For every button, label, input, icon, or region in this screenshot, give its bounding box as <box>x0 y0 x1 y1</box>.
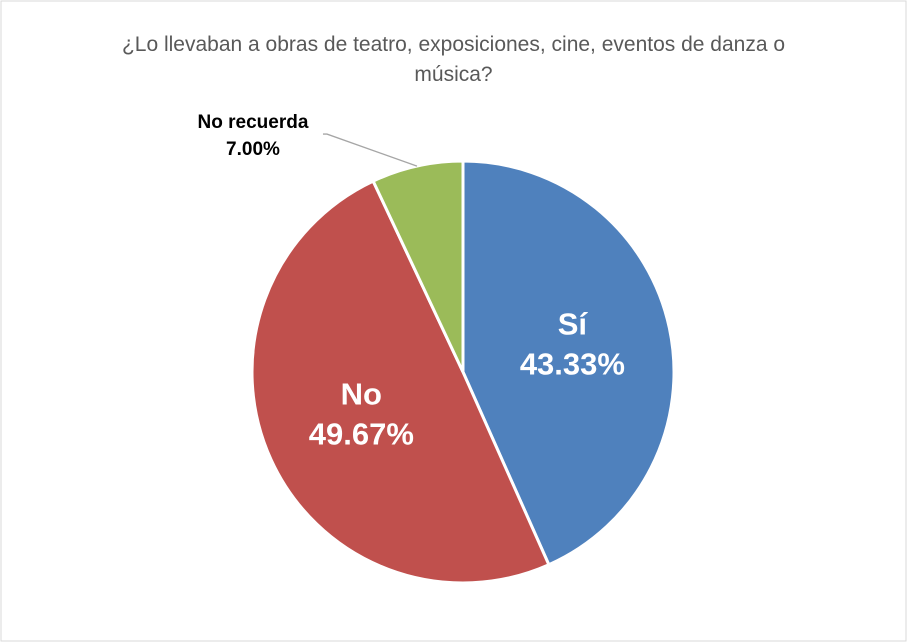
category-label: Sí <box>558 307 589 342</box>
data-label: Sí 43.33% <box>520 307 625 382</box>
category-label: No <box>341 377 382 412</box>
value-label: 7.00% <box>226 139 280 160</box>
leader-line <box>322 133 418 167</box>
value-label: 43.33% <box>520 347 625 382</box>
pie-slice <box>371 159 465 373</box>
category-label: No recuerda <box>198 112 309 133</box>
pie-slice <box>250 179 551 585</box>
data-label: No recuerda 7.00% <box>198 112 309 160</box>
pie-slice <box>461 159 676 567</box>
value-label: 49.67% <box>309 417 414 452</box>
data-label: No 49.67% <box>309 377 414 452</box>
chart-title: ¿Lo llevaban a obras de teatro, exposici… <box>121 33 786 86</box>
